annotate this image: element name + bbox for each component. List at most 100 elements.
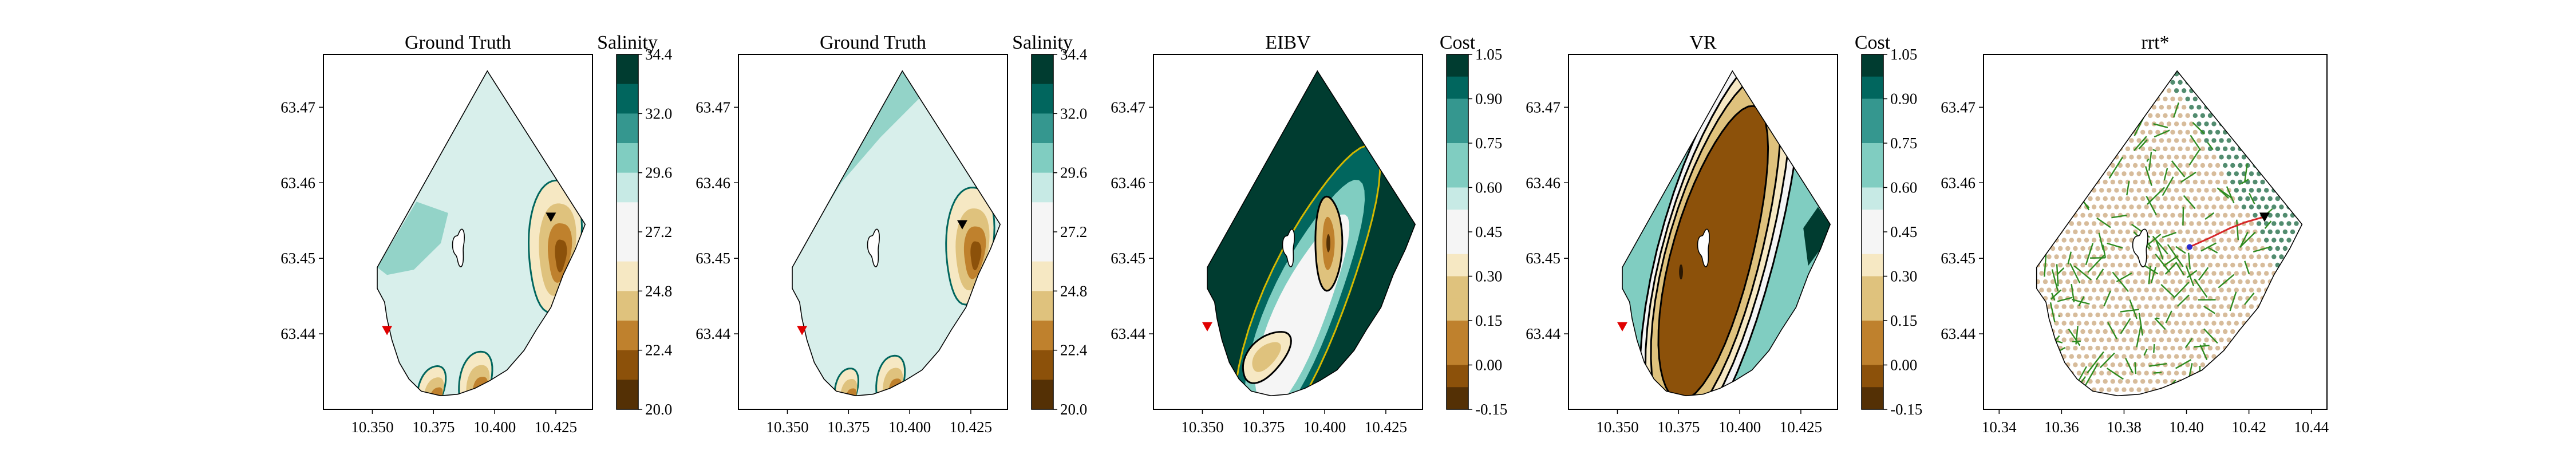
grid-point [2294, 72, 2299, 77]
grid-point [2069, 171, 2074, 176]
colorbar-band [1862, 321, 1883, 344]
grid-point [2178, 345, 2183, 351]
grid-point [2028, 80, 2033, 85]
grid-point [2155, 396, 2160, 400]
colorbar-tick-label: 27.2 [645, 223, 672, 240]
grid-point [2121, 337, 2127, 342]
grid-point [2226, 354, 2231, 359]
grid-point [2058, 295, 2063, 301]
grid-point [2211, 155, 2217, 160]
grid-point [2028, 163, 2033, 168]
grid-point [2219, 387, 2224, 392]
x-tick-label: 10.425 [1780, 418, 1822, 436]
grid-point [2132, 295, 2138, 301]
grid-point [2076, 221, 2082, 226]
axes-frame [1153, 54, 1423, 410]
grid-point [2114, 171, 2119, 176]
grid-point [2084, 138, 2089, 143]
grid-point [2166, 72, 2172, 77]
grid-point [2073, 129, 2078, 135]
grid-point [2148, 212, 2153, 218]
grid-point [2163, 396, 2167, 400]
grid-point [2103, 279, 2108, 285]
grid-point [2290, 295, 2296, 301]
grid-point [2028, 130, 2033, 135]
grid-point [2069, 387, 2074, 392]
tree-edge [2249, 108, 2255, 129]
grid-point [2267, 295, 2273, 301]
tree-edge [2204, 212, 2215, 220]
grid-point [2148, 129, 2153, 135]
grid-point [2196, 121, 2202, 127]
grid-point [2117, 80, 2123, 85]
grid-point [2061, 105, 2067, 110]
grid-point [2095, 80, 2100, 85]
grid-point [2241, 138, 2247, 143]
grid-point [2301, 88, 2302, 93]
grid-point [2061, 138, 2067, 143]
grid-point [2301, 271, 2302, 276]
grid-point [2241, 370, 2247, 376]
grid-point [2301, 138, 2302, 143]
grid-point [2189, 188, 2194, 193]
grid-point [2099, 88, 2104, 93]
grid-point [2294, 287, 2299, 293]
tree-edge [2190, 135, 2202, 151]
grid-point [2061, 287, 2067, 293]
grid-point [2088, 295, 2093, 301]
grid-point [2144, 387, 2149, 392]
grid-point [2084, 88, 2089, 93]
grid-point [2117, 113, 2123, 119]
grid-point [2260, 146, 2265, 152]
grid-point [2163, 96, 2168, 101]
grid-point [2058, 362, 2063, 368]
colorbar-band [1862, 76, 1883, 99]
grid-point [2282, 295, 2288, 301]
grid-point [2207, 80, 2213, 85]
grid-point [2267, 129, 2273, 135]
tree-edge [2148, 152, 2152, 171]
grid-point [2091, 238, 2097, 243]
grid-point [2185, 96, 2190, 101]
grid-point [2286, 287, 2291, 293]
grid-point [2245, 362, 2250, 368]
grid-point [2174, 271, 2179, 276]
grid-point [2305, 213, 2310, 218]
tree-edge [2107, 242, 2123, 249]
grid-point [2121, 88, 2127, 93]
grid-point [2294, 254, 2299, 259]
grid-point [2144, 370, 2149, 376]
grid-point [2159, 354, 2164, 359]
grid-point [2260, 379, 2265, 384]
grid-point [2219, 88, 2224, 93]
grid-point [2309, 304, 2314, 309]
grid-point [2267, 312, 2273, 318]
grid-point [2032, 371, 2036, 376]
grid-point [2036, 295, 2041, 301]
grid-point [2275, 396, 2280, 400]
grid-point [2219, 254, 2224, 259]
grid-point [2080, 146, 2085, 152]
grid-point [2032, 221, 2036, 226]
grid-point [2279, 171, 2284, 176]
colorbar-tick-label: 29.6 [1060, 164, 1087, 181]
grid-point [2256, 254, 2262, 259]
grid-point [2073, 113, 2078, 119]
tree-edge [2092, 118, 2103, 129]
grid-point [2219, 321, 2224, 326]
grid-point [2301, 188, 2302, 193]
grid-point [2234, 321, 2239, 326]
grid-point [2297, 129, 2302, 135]
grid-point [2260, 196, 2265, 202]
candidate-grid [2028, 72, 2314, 400]
tree-edge [2100, 352, 2115, 368]
tree-edge [2129, 299, 2138, 319]
grid-point [2166, 171, 2172, 176]
grid-point [2144, 188, 2149, 193]
y-tick-label: 63.45 [1526, 250, 1560, 267]
tree-edge [2134, 362, 2137, 374]
grid-point [2050, 262, 2056, 268]
grid-point [2309, 88, 2314, 93]
grid-point [2155, 312, 2160, 318]
grid-point [2223, 179, 2228, 185]
